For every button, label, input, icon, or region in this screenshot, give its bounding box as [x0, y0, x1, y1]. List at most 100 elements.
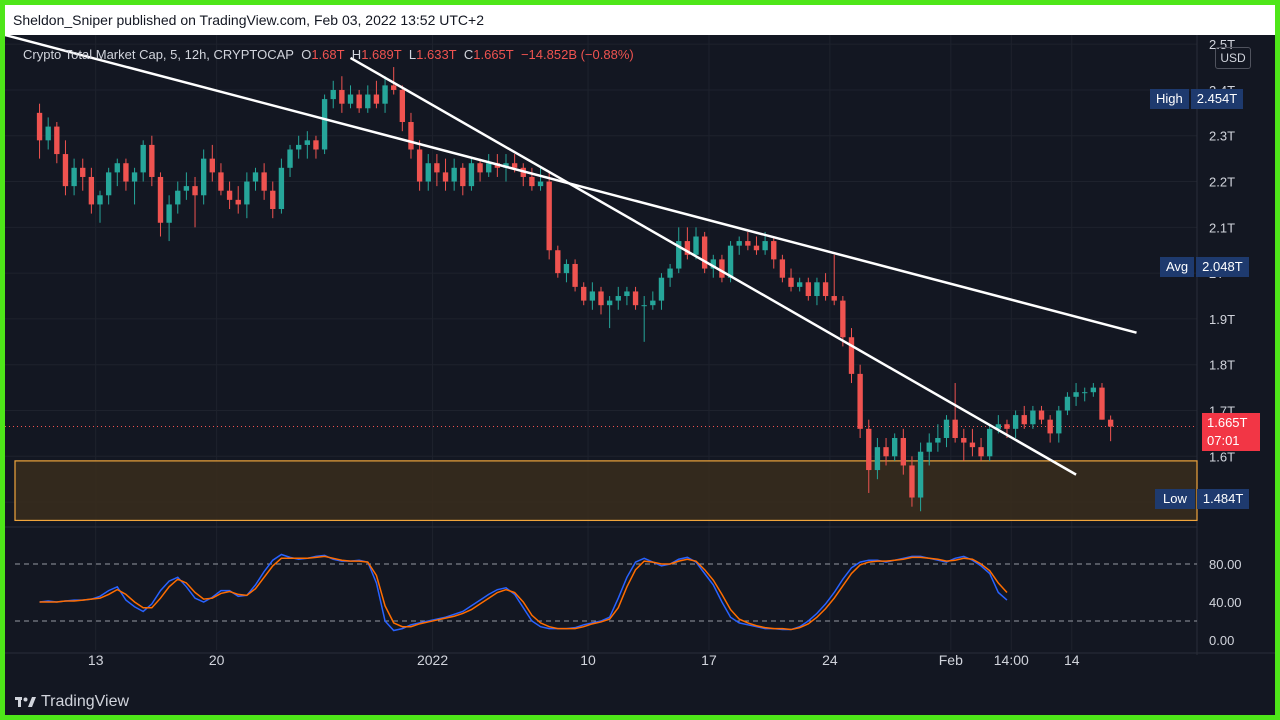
candle-body: [54, 126, 60, 155]
candle-body: [45, 126, 51, 141]
close-label: C: [463, 47, 474, 62]
low-badge-value: 1.484T: [1196, 489, 1250, 509]
candle-body: [693, 236, 699, 255]
price-axis-label: 1.8T: [1209, 358, 1235, 373]
candle-body: [969, 442, 976, 448]
candle-body: [883, 447, 889, 457]
candle-body: [581, 286, 587, 301]
currency-button[interactable]: USD: [1215, 47, 1251, 69]
open-value: 1.68T: [311, 47, 345, 62]
avg-badge-label: Avg: [1160, 257, 1195, 277]
tradingview-logo-icon: [15, 697, 36, 707]
candle-body: [978, 447, 984, 457]
candle-body: [149, 144, 155, 177]
candle-body: [650, 300, 656, 306]
candle-body: [866, 428, 872, 471]
high-badge-value: 2.454T: [1190, 89, 1244, 109]
candle-body: [270, 190, 276, 210]
tradingview-logo[interactable]: TradingView: [15, 693, 129, 711]
candle-body: [218, 172, 224, 191]
candle-body: [1073, 392, 1079, 397]
candle-body: [909, 465, 915, 498]
candle-body: [477, 163, 483, 173]
candle-body: [1021, 415, 1027, 425]
candle-body: [416, 149, 423, 182]
last-price-badge: 1.665T 07:01: [1202, 413, 1260, 451]
candle-body: [347, 94, 354, 104]
high-badge: High 2.454T: [1150, 89, 1260, 109]
candle-body: [745, 241, 751, 246]
high-badge-label: High: [1150, 89, 1189, 109]
candle-body: [900, 437, 906, 466]
candle-body: [62, 154, 69, 187]
stoch-axis-label: 80.00: [1209, 557, 1242, 572]
time-axis-label: Feb: [939, 652, 963, 668]
candle-body: [796, 282, 803, 287]
price-axis-label: 2.2T: [1209, 175, 1235, 190]
candle-body: [486, 163, 492, 173]
candle-body: [1047, 419, 1053, 434]
legend: Crypto Total Market Cap, 5, 12h, CRYPTOC…: [23, 47, 634, 62]
candle-body: [200, 158, 207, 196]
candle-body: [451, 167, 457, 182]
stoch-axis-label: 0.00: [1209, 633, 1234, 648]
candle-body: [261, 172, 267, 191]
candle-body: [771, 241, 777, 260]
symbol-name: Crypto Total Market Cap, 5, 12h, CRYPTOC…: [23, 47, 294, 62]
candle-body: [330, 89, 336, 100]
price-axis-label: 2.1T: [1209, 220, 1235, 235]
candle-body: [157, 176, 164, 223]
candle-body: [166, 204, 172, 223]
candle-body: [131, 172, 138, 182]
candle-body: [105, 172, 112, 196]
candle-body: [313, 140, 319, 150]
candle-body: [399, 89, 406, 123]
stoch-line-k: [39, 553, 1008, 632]
time-axis-label: 14: [1064, 652, 1080, 668]
price-chart[interactable]: 2.5T2.4T2.3T2.2T2.1T2T1.9T1.8T1.7T1.6T1.…: [5, 35, 1275, 685]
candle-body: [1030, 410, 1036, 425]
candle-body: [987, 428, 993, 457]
candle-body: [1004, 424, 1010, 429]
candle-body: [511, 163, 518, 168]
candle-body: [624, 291, 630, 297]
change-value: −14.852B (−0.88%): [520, 47, 634, 62]
candle-body: [356, 94, 362, 109]
candle-body: [287, 149, 293, 168]
candle-body: [460, 167, 466, 187]
candle-body: [572, 263, 578, 287]
candle-body: [805, 282, 811, 297]
candle-body: [339, 89, 345, 104]
candle-body: [961, 437, 967, 443]
candle-body: [529, 176, 535, 187]
candle-body: [244, 181, 250, 205]
candle-body: [676, 241, 682, 269]
candle-body: [589, 291, 596, 301]
chart-area[interactable]: 2.5T2.4T2.3T2.2T2.1T2T1.9T1.8T1.7T1.6T1.…: [5, 35, 1275, 685]
low-label: L: [408, 47, 417, 62]
candle-body: [304, 140, 310, 145]
candle-body: [442, 172, 449, 182]
candle-body: [226, 190, 233, 200]
candle-body: [563, 263, 570, 274]
price-axis-label: 2.3T: [1209, 129, 1235, 144]
stoch-line-d: [39, 555, 1008, 631]
low-value: 1.633T: [416, 47, 457, 62]
high-value: 1.689T: [361, 47, 402, 62]
candle-body: [857, 373, 863, 429]
candle-body: [80, 167, 86, 177]
candle-body: [788, 277, 794, 287]
publisher-bar: Sheldon_Sniper published on TradingView.…: [5, 5, 1275, 35]
candle-body: [97, 195, 103, 205]
candle-body: [123, 163, 129, 182]
candle-body: [175, 190, 181, 205]
currency-label: USD: [1220, 51, 1246, 65]
time-axis-label: 2022: [417, 652, 448, 668]
candle-body: [779, 259, 786, 278]
candle-body: [753, 245, 760, 251]
candle-body: [468, 163, 475, 187]
candle-body: [935, 437, 941, 443]
low-badge: Low 1.484T: [1155, 489, 1265, 509]
candle-body: [710, 259, 716, 269]
candle-body: [727, 245, 734, 278]
